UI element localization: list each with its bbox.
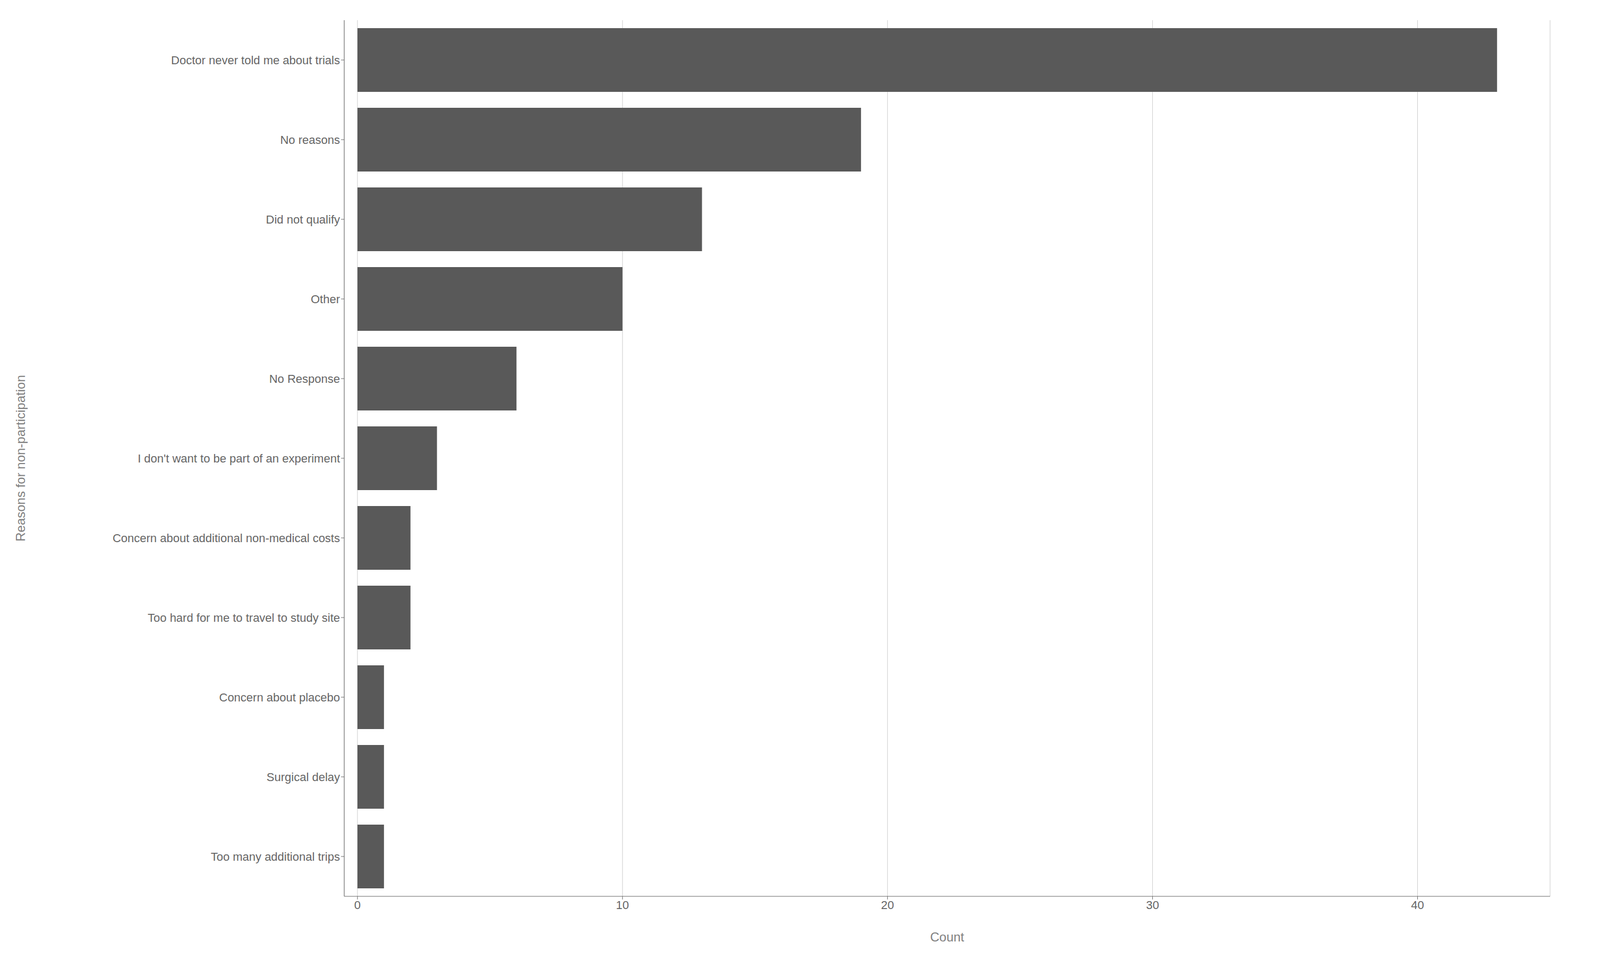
svg-text:Did not qualify: Did not qualify bbox=[266, 213, 340, 227]
svg-text:Concern about additional non-m: Concern about additional non-medical cos… bbox=[112, 531, 340, 546]
svg-text:No reasons: No reasons bbox=[279, 133, 340, 147]
svg-text:20: 20 bbox=[881, 898, 895, 913]
svg-text:0: 0 bbox=[354, 898, 361, 913]
svg-text:Too hard for me to travel to s: Too hard for me to travel to study site bbox=[147, 611, 340, 625]
svg-text:30: 30 bbox=[1145, 898, 1159, 913]
svg-text:Other: Other bbox=[310, 292, 340, 306]
svg-text:40: 40 bbox=[1410, 898, 1424, 913]
svg-text:No Response: No Response bbox=[269, 372, 340, 386]
svg-text:Count: Count bbox=[930, 930, 965, 945]
svg-text:I don't want to be part of an: I don't want to be part of an experiment bbox=[137, 452, 340, 466]
svg-text:Surgical delay: Surgical delay bbox=[266, 770, 340, 785]
svg-text:10: 10 bbox=[616, 898, 629, 913]
svg-text:Too many additional trips: Too many additional trips bbox=[210, 850, 340, 864]
svg-text:Concern about placebo: Concern about placebo bbox=[219, 691, 341, 705]
svg-text:Doctor never told me about tri: Doctor never told me about trials bbox=[171, 53, 340, 67]
svg-text:Reasons for non-participation: Reasons for non-participation bbox=[13, 375, 28, 542]
